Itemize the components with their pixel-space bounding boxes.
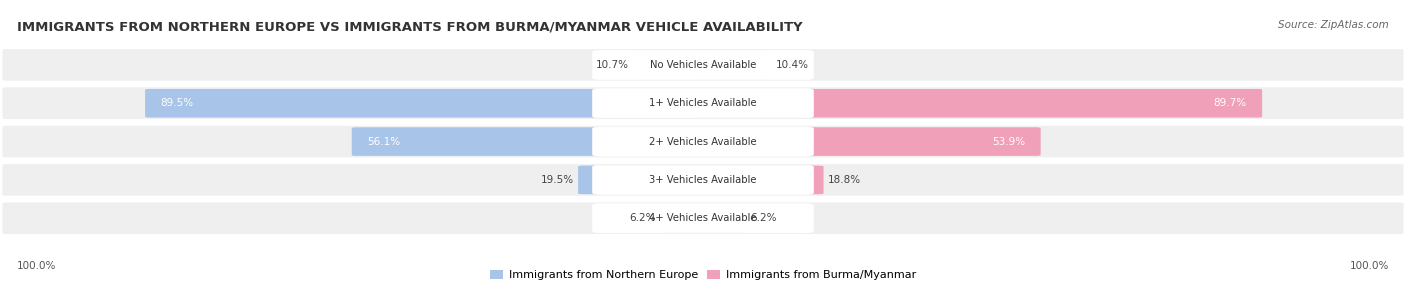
Text: 4+ Vehicles Available: 4+ Vehicles Available: [650, 213, 756, 223]
Legend: Immigrants from Northern Europe, Immigrants from Burma/Myanmar: Immigrants from Northern Europe, Immigra…: [489, 270, 917, 281]
FancyBboxPatch shape: [699, 51, 772, 79]
FancyBboxPatch shape: [352, 127, 707, 156]
Text: Source: ZipAtlas.com: Source: ZipAtlas.com: [1278, 20, 1389, 30]
FancyBboxPatch shape: [1, 163, 1405, 197]
Text: 100.0%: 100.0%: [1350, 261, 1389, 271]
Text: IMMIGRANTS FROM NORTHERN EUROPE VS IMMIGRANTS FROM BURMA/MYANMAR VEHICLE AVAILAB: IMMIGRANTS FROM NORTHERN EUROPE VS IMMIG…: [17, 20, 803, 33]
FancyBboxPatch shape: [593, 127, 813, 156]
Text: 56.1%: 56.1%: [367, 137, 401, 146]
Text: 10.7%: 10.7%: [595, 60, 628, 70]
FancyBboxPatch shape: [593, 89, 813, 118]
FancyBboxPatch shape: [1, 86, 1405, 120]
Text: 2+ Vehicles Available: 2+ Vehicles Available: [650, 137, 756, 146]
FancyBboxPatch shape: [699, 127, 1040, 156]
FancyBboxPatch shape: [1, 125, 1405, 158]
Text: 1+ Vehicles Available: 1+ Vehicles Available: [650, 98, 756, 108]
Text: 53.9%: 53.9%: [993, 137, 1025, 146]
Text: 19.5%: 19.5%: [541, 175, 574, 185]
Text: No Vehicles Available: No Vehicles Available: [650, 60, 756, 70]
FancyBboxPatch shape: [1, 201, 1405, 235]
FancyBboxPatch shape: [1, 48, 1405, 82]
FancyBboxPatch shape: [145, 89, 707, 118]
Text: 6.2%: 6.2%: [749, 213, 776, 223]
Text: 10.4%: 10.4%: [776, 60, 808, 70]
FancyBboxPatch shape: [578, 166, 707, 194]
FancyBboxPatch shape: [593, 165, 813, 194]
Text: 89.7%: 89.7%: [1213, 98, 1247, 108]
FancyBboxPatch shape: [699, 204, 745, 233]
FancyBboxPatch shape: [593, 50, 813, 80]
FancyBboxPatch shape: [699, 89, 1263, 118]
Text: 6.2%: 6.2%: [630, 213, 657, 223]
Text: 3+ Vehicles Available: 3+ Vehicles Available: [650, 175, 756, 185]
Text: 18.8%: 18.8%: [828, 175, 860, 185]
FancyBboxPatch shape: [593, 204, 813, 233]
Text: 100.0%: 100.0%: [17, 261, 56, 271]
FancyBboxPatch shape: [661, 204, 707, 233]
Text: 89.5%: 89.5%: [160, 98, 194, 108]
FancyBboxPatch shape: [633, 51, 707, 79]
FancyBboxPatch shape: [699, 166, 824, 194]
